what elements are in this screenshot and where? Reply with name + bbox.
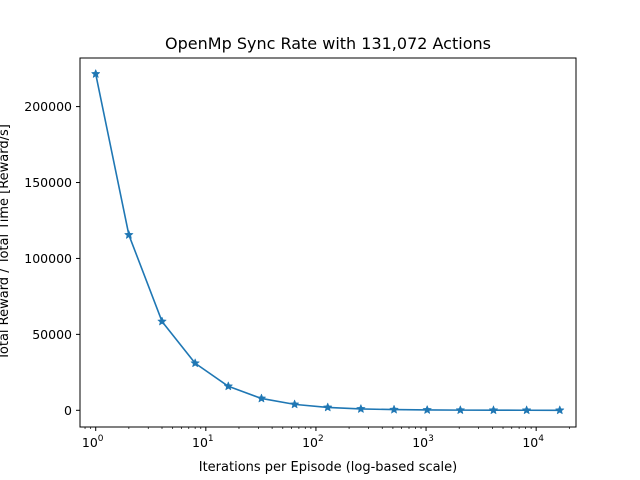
axis-ticks: 100 101 102 103 104 0 50000 100000 150000 200000 <box>24 99 570 450</box>
data-point-marker <box>123 229 134 240</box>
y-tick-label: 0 <box>64 403 72 418</box>
y-tick-label: 50000 <box>32 327 72 342</box>
data-point-marker <box>554 405 565 415</box>
data-point-marker <box>90 68 101 79</box>
data-point-marker <box>422 404 433 415</box>
data-point-marker <box>389 404 399 414</box>
axes-frame <box>79 57 577 428</box>
data-point-marker <box>157 316 167 326</box>
x-tick-label: 102 <box>302 434 324 450</box>
x-tick-label: 104 <box>522 434 544 450</box>
y-tick-label: 200000 <box>24 99 72 114</box>
data-point-marker <box>289 399 300 409</box>
data-point-marker <box>322 402 333 412</box>
y-axis-label: Total Reward / Total Time [Reward/s] <box>0 124 12 361</box>
x-tick-label: 103 <box>412 434 434 450</box>
chart-title: OpenMp Sync Rate with 131,072 Actions <box>165 34 491 53</box>
x-tick-label: 100 <box>82 434 104 450</box>
plot-area <box>90 68 565 415</box>
data-point-marker <box>455 404 466 415</box>
x-axis-label: Iterations per Episode (log-based scale) <box>199 460 457 475</box>
data-point-marker <box>223 381 234 391</box>
x-tick-label: 101 <box>192 434 214 450</box>
y-tick-label: 100000 <box>24 251 72 266</box>
data-point-marker <box>190 358 201 368</box>
data-point-marker <box>355 403 366 414</box>
y-tick-label: 150000 <box>24 175 72 190</box>
data-point-marker <box>521 405 532 415</box>
data-point-marker <box>256 393 267 403</box>
data-point-marker <box>488 405 499 415</box>
